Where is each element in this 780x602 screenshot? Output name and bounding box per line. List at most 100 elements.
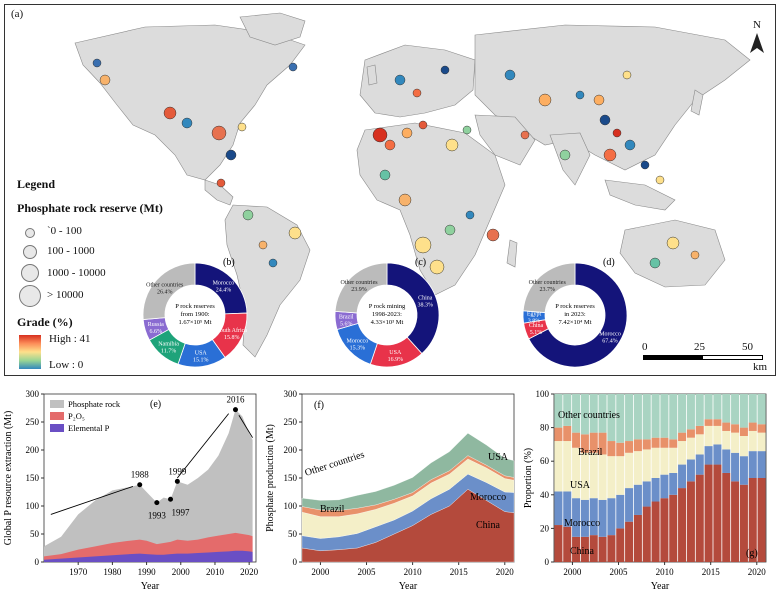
donut-slice-name: Brazil [339,314,354,320]
stacked-bar-segment [563,526,572,562]
stacked-bar-segment [669,472,678,495]
donut-slice-name: South Africa [217,327,248,334]
stacked-bar-segment [625,488,634,522]
stacked-bar-segment [722,422,731,431]
reserve-class-3: 1000 - 10000 [47,267,106,279]
legend-label: P₂O₅ [68,411,85,421]
y-tick-label: 250 [26,417,40,427]
x-tick-label: 2015 [702,567,721,577]
y-tick-label: 250 [284,417,298,427]
y-tick-label: 100 [26,501,40,511]
y-tick-label: 300 [26,389,40,399]
x-tick-label: 2000 [311,567,330,577]
donut-slice-pct: 5.6% [340,321,353,327]
stacked-bar-segment [739,484,748,562]
map-panel-label: (a) [11,8,24,20]
y-tick-label: 50 [288,529,298,539]
scale-bar [643,355,763,360]
donut-slice [386,262,440,355]
donut-slice-pct: 15.8% [224,335,240,341]
stacked-bar-segment [589,452,598,499]
x-tick-label: 2005 [358,567,377,577]
deposit-marker [242,209,254,221]
deposit-marker [649,257,661,269]
stacked-bar-segment [678,464,687,489]
stacked-bar-segment [580,499,589,537]
reserve-class-1: `0 - 100 [47,225,82,237]
donut-slice-pct: 15.3% [350,345,366,351]
stacked-bar-segment [704,419,713,426]
donut-center-text: 1998-2023: [372,311,402,318]
donut-slice-name: Morocco [213,280,235,286]
donut-slice [334,262,388,314]
stacked-bar-segment [660,437,669,448]
stacked-bar-segment [554,394,563,428]
stacked-bar-segment [757,451,766,478]
x-axis-label: Year [141,581,160,592]
x-axis-label: Year [651,581,670,592]
stacked-bar-segment [748,451,757,478]
donut-slice-name: Morocco [347,338,369,344]
stacked-bar-segment [748,422,757,431]
deposit-marker [612,128,622,138]
x-tick-label: 2020 [240,567,259,577]
y-tick-label: 200 [26,445,40,455]
legend-title: Legend [17,177,56,191]
stacked-bar-segment [572,536,581,562]
donut-slice-name: Egypt [527,312,542,318]
y-tick-label: 100 [536,389,550,399]
y-tick-label: 0 [293,557,298,567]
deposit-marker [429,259,445,275]
stacked-bar-segment [598,432,607,455]
series-label: Morocco [564,518,600,529]
donut-slice-name: Morocco [599,331,621,337]
stacked-bar-segment [580,394,589,435]
stacked-bar-segment [731,481,740,562]
donut-slice-pct: 67.4% [602,338,618,344]
stacked-bar-segment [757,424,766,433]
deposit-marker [384,139,396,151]
series-label: Other countries [304,449,366,479]
north-label: N [753,19,761,31]
deposit-marker [538,93,552,107]
donut-center-text: P rock reserves [555,303,595,310]
deposit-marker [288,62,298,72]
world-map [74,12,751,358]
stacked-bar-segment [739,394,748,428]
stacked-bar-segment [633,514,642,562]
x-tick-label: 1980 [103,567,122,577]
scale-tick-50: 50 [742,341,753,353]
stacked-bar-segment [678,488,687,562]
annotation-label: 1997 [172,507,191,517]
donut-slice-name: USA [389,350,402,356]
deposit-marker [398,193,412,207]
stacked-bar-segment [607,394,616,442]
stacked-bar-segment [669,439,678,448]
donut-slice-name: Other countries [146,282,184,288]
y-tick-label: 150 [26,473,40,483]
annotation-label: 2016 [226,395,245,405]
deposit-marker [520,130,530,140]
stacked-bar-segment [686,459,695,482]
y-tick-label: 100 [284,501,298,511]
stacked-bar-segment [651,478,660,502]
deposit-marker [593,94,605,106]
area-series [44,550,253,562]
annotation-label: 1999 [168,466,187,476]
deposit-marker [418,120,428,130]
stacked-bar-segment [713,425,722,445]
stacked-bar-segment [633,439,642,452]
x-tick-label: 2020 [496,567,514,577]
chart-f-production: 0 50 100 150 200 250 300 2000 2005 2010 2015 2020 Ye… [265,389,515,592]
donut-slice-pct: 16.9% [388,357,404,363]
reserve-symbol-medium [23,245,37,259]
x-tick-label: 2005 [610,567,629,577]
trend-arrow [177,413,229,479]
series-label: Brazil [578,447,603,458]
deposit-marker [599,114,611,126]
deposit-marker [624,139,636,151]
legend-label: Elemental P [68,423,110,433]
stacked-bar-segment [642,506,651,562]
stacked-bar-segment [607,535,616,562]
